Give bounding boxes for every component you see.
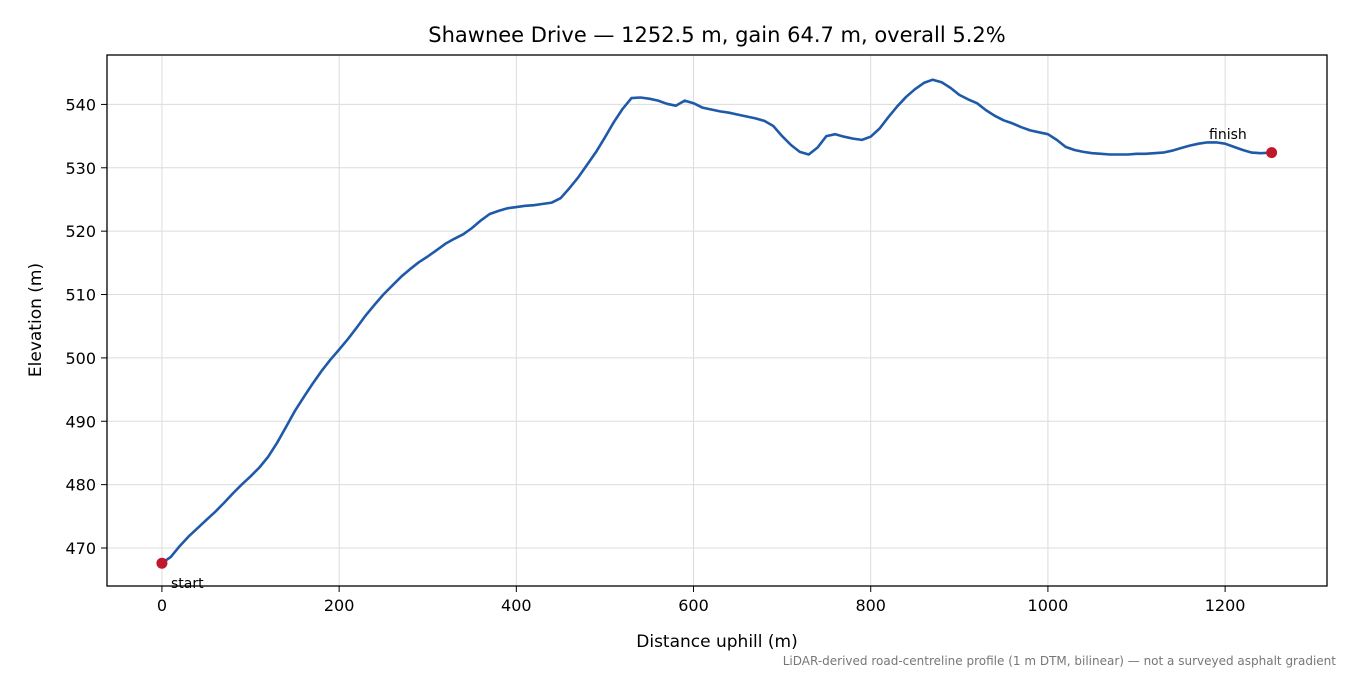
chart-title: Shawnee Drive — 1252.5 m, gain 64.7 m, o… [428, 23, 1005, 47]
plot-area [156, 78, 1278, 569]
x-tick-label: 800 [855, 596, 886, 615]
x-tick-label: 400 [501, 596, 532, 615]
start-marker [156, 557, 168, 569]
x-axis-label: Distance uphill (m) [636, 632, 797, 652]
x-tick-label: 1200 [1205, 596, 1246, 615]
grid-lines [107, 55, 1327, 586]
y-tick-label: 470 [65, 539, 96, 558]
finish-marker [1266, 147, 1278, 159]
y-tick-label: 530 [65, 159, 96, 178]
y-tick-label: 540 [65, 95, 96, 114]
x-tick-label: 1000 [1028, 596, 1069, 615]
x-tick-label: 0 [157, 596, 167, 615]
y-tick-label: 500 [65, 349, 96, 368]
y-tick-label: 520 [65, 222, 96, 241]
start-annotation: start [171, 576, 204, 592]
finish-annotation: finish [1209, 127, 1247, 143]
y-axis-label: Elevation (m) [26, 263, 46, 377]
y-tick-label: 490 [65, 412, 96, 431]
x-tick-label: 200 [324, 596, 355, 615]
y-tick-label: 480 [65, 476, 96, 495]
y-axis: 470 480 490 500 510 520 530 540 [65, 95, 107, 558]
axes-frame [106, 54, 1328, 587]
footnote: LiDAR-derived road-centreline profile (1… [783, 654, 1337, 668]
x-axis: 0 200 400 600 800 1000 1200 [157, 586, 1246, 615]
y-tick-label: 510 [65, 286, 96, 305]
elevation-line [160, 78, 1273, 565]
x-tick-label: 600 [678, 596, 709, 615]
